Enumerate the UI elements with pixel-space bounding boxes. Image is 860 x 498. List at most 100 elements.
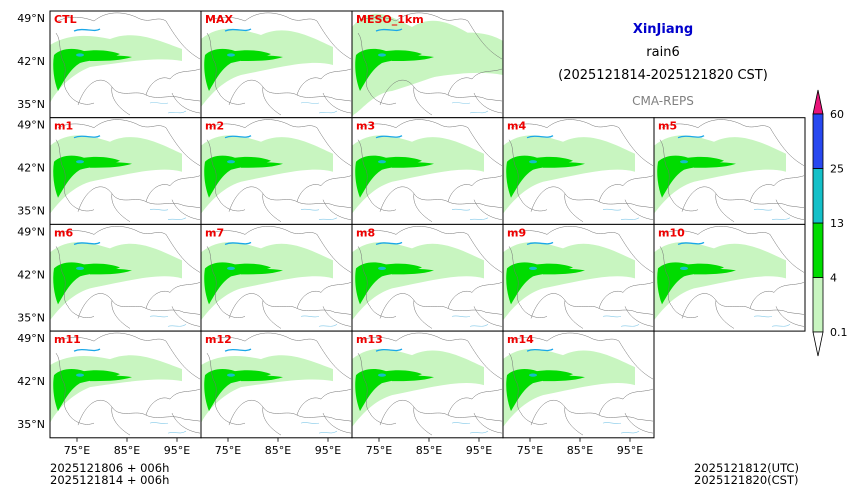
precip-moderate-streak xyxy=(392,55,434,61)
colorbar-tick-label: 13 xyxy=(830,217,844,230)
map-panel-m11: m11 xyxy=(49,330,202,439)
precip-heavy-spot xyxy=(529,266,537,270)
map-panel-m1: m1 xyxy=(49,117,202,225)
precip-light-area xyxy=(503,242,635,321)
panel-label: m5 xyxy=(658,120,677,133)
precip-heavy-spot xyxy=(378,53,386,57)
lat-tick-label: 49°N xyxy=(17,332,45,345)
lat-tick-label: 35°N xyxy=(17,205,45,218)
map-panel-m5: m5 xyxy=(653,117,806,225)
lat-tick-label: 35°N xyxy=(17,418,45,431)
map-panel-m3: m3 xyxy=(351,117,504,225)
colorbar-tick-label: 0.1 xyxy=(830,326,848,339)
panel-label: m10 xyxy=(658,226,685,239)
colorbar-under-triangle xyxy=(812,331,824,357)
map-panel-m4: m4 xyxy=(502,117,655,225)
map-panel-m8: m8 xyxy=(351,223,504,332)
panel-label: m3 xyxy=(356,120,375,133)
colorbar-tick-label: 25 xyxy=(830,163,844,176)
map-panel-MESO_1km: MESO_1km xyxy=(351,10,504,119)
precip-moderate-area xyxy=(53,369,120,412)
precip-light-area xyxy=(50,242,182,321)
panel-label: m4 xyxy=(507,120,526,133)
panel-label: MAX xyxy=(205,13,233,26)
precip-moderate-area xyxy=(657,155,724,198)
precip-moderate-area xyxy=(53,262,120,305)
lat-tick-label: 42°N xyxy=(17,55,45,68)
lon-tick-label: 95°E xyxy=(164,444,190,457)
precip-moderate-area xyxy=(53,48,120,91)
precip-heavy-spot xyxy=(680,160,688,164)
precip-light-area xyxy=(352,135,484,214)
precip-moderate-area xyxy=(506,262,573,305)
precip-light-area xyxy=(654,242,786,321)
variable-title: rain6 xyxy=(646,45,680,60)
precip-moderate-area xyxy=(506,155,573,198)
colorbar-tick-label: 4 xyxy=(830,272,837,285)
precip-heavy-spot xyxy=(76,266,84,270)
lon-tick-label: 75°E xyxy=(366,444,392,457)
precip-heavy-spot xyxy=(76,53,84,57)
precip-light-area xyxy=(503,348,635,428)
precip-moderate-streak xyxy=(90,55,132,61)
lon-tick-label: 75°E xyxy=(215,444,241,457)
precip-heavy-spot xyxy=(76,160,84,164)
lon-tick-label: 95°E xyxy=(466,444,492,457)
lon-tick-label: 75°E xyxy=(517,444,543,457)
panel-label: CTL xyxy=(54,13,77,26)
map-panel-m13: m13 xyxy=(351,330,504,439)
precip-heavy-spot xyxy=(76,373,84,377)
region-title: XinJiang xyxy=(632,22,694,37)
precip-heavy-spot xyxy=(227,373,235,377)
precip-moderate-streak xyxy=(543,375,585,382)
precip-moderate-area xyxy=(355,262,422,305)
lon-tick-label: 75°E xyxy=(64,444,90,457)
precip-heavy-spot xyxy=(227,160,235,164)
panel-frame xyxy=(502,330,655,439)
panel-label: m11 xyxy=(54,333,81,346)
map-panel-MAX: MAX xyxy=(200,10,353,119)
precip-moderate-streak xyxy=(543,162,585,168)
panel-label: m1 xyxy=(54,120,73,133)
lat-tick-label: 35°N xyxy=(17,311,45,324)
lon-tick-label: 85°E xyxy=(567,444,593,457)
lat-tick-label: 35°N xyxy=(17,98,45,111)
panel-label: MESO_1km xyxy=(356,13,424,26)
precip-moderate-area xyxy=(204,48,271,91)
precip-heavy-spot xyxy=(378,373,386,377)
colorbar-segment xyxy=(812,113,824,169)
precip-light-area xyxy=(503,135,635,214)
panel-label: m2 xyxy=(205,120,224,133)
precip-light-area xyxy=(201,135,333,214)
map-panel-m2: m2 xyxy=(200,117,353,225)
period-title: (2025121814-2025121820 CST) xyxy=(558,68,768,83)
lat-tick-label: 49°N xyxy=(17,12,45,25)
lon-tick-label: 85°E xyxy=(265,444,291,457)
lat-tick-label: 42°N xyxy=(17,375,45,388)
init-time-label: 2025121806 + 006h 2025121814 + 006h xyxy=(50,462,169,486)
precip-moderate-area xyxy=(204,369,271,412)
lon-tick-label: 85°E xyxy=(114,444,140,457)
precip-moderate-streak xyxy=(392,162,434,168)
precip-heavy-spot xyxy=(529,373,537,377)
precip-moderate-streak xyxy=(392,375,434,382)
precip-light-area xyxy=(654,135,786,214)
init-cst-line: 2025121814 + 006h xyxy=(50,473,170,487)
colorbar-segment xyxy=(812,222,824,278)
model-title: CMA-REPS xyxy=(632,94,694,108)
precip-light-area xyxy=(201,28,333,108)
precip-moderate-streak xyxy=(694,162,736,168)
panel-label: m7 xyxy=(205,226,224,239)
precip-moderate-streak xyxy=(90,162,132,168)
precip-light-area xyxy=(201,242,333,321)
valid-cst-line: 2025121820(CST) xyxy=(694,473,799,487)
map-panel-m6: m6 xyxy=(49,223,202,332)
precip-moderate-area xyxy=(355,48,422,91)
init-utc-line: 2025121806 + 006h xyxy=(50,461,170,475)
lat-tick-label: 42°N xyxy=(17,162,45,175)
precip-light-area xyxy=(50,135,182,214)
precip-light-area xyxy=(352,242,484,321)
map-panel-m10: m10 xyxy=(653,223,806,332)
precip-moderate-area xyxy=(53,155,120,198)
